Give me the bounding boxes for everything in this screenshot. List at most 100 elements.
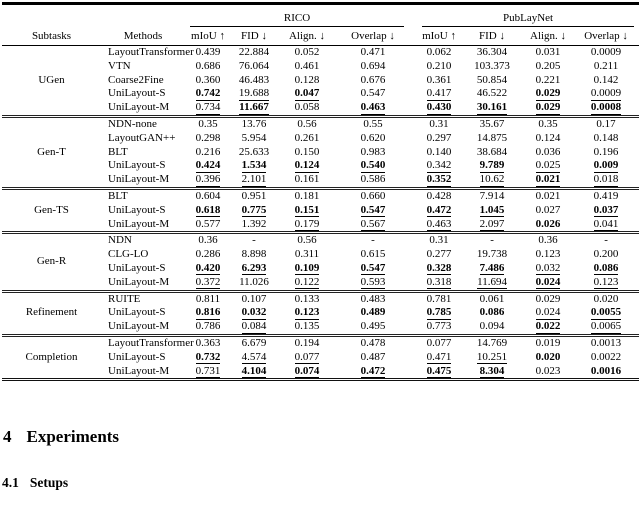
metric-value-cell: 0.124 bbox=[294, 159, 320, 173]
column-gap bbox=[409, 365, 417, 380]
metric-value-cell: 0.676 bbox=[360, 73, 386, 86]
metric-value-cell: 0.419 bbox=[573, 186, 640, 204]
table-row: UniLayout-M 0.396 2.101 0.161 0.586 0.352 10.6… bbox=[2, 173, 639, 188]
metric-value-cell: 0.133 bbox=[277, 289, 337, 307]
metric-value-cell: 0.428 bbox=[417, 186, 462, 204]
metric-value-cell: 0.086 bbox=[593, 261, 619, 276]
metric-value-cell: 0.472 bbox=[426, 203, 452, 218]
metric-value-cell: 0.150 bbox=[294, 145, 320, 158]
metric-value-cell: 4.104 bbox=[241, 364, 267, 379]
method-cell: UniLayout-M bbox=[108, 275, 170, 288]
column-gap bbox=[409, 333, 418, 351]
metric-value-cell: 11.667 bbox=[239, 101, 269, 115]
metric-value-cell: 0.475 bbox=[426, 364, 452, 379]
table-row: UniLayout-M 0.731 4.104 0.074 0.472 0.475 8.30… bbox=[2, 364, 639, 380]
metric-value-cell: 0.094 bbox=[479, 320, 505, 333]
metric-value-cell: 14.875 bbox=[476, 131, 508, 144]
metric-value-cell: 0.148 bbox=[593, 131, 619, 144]
method-cell: UniLayout-M bbox=[108, 173, 170, 186]
metric-value-cell: 38.684 bbox=[476, 145, 508, 158]
metric-value-cell: 11.026 bbox=[239, 275, 269, 288]
column-gap bbox=[409, 173, 417, 188]
subtask-cell: Completion bbox=[2, 333, 101, 380]
metric-value-cell: 0.077 bbox=[294, 350, 320, 365]
subtask-cell: Gen-R bbox=[2, 231, 101, 292]
method-cell: NDN-none bbox=[101, 114, 185, 132]
publaynet-group-header: PubLayNet bbox=[417, 4, 639, 27]
metric-value-cell: 0.483 bbox=[337, 289, 410, 307]
rico-group-header: RICO bbox=[185, 4, 409, 27]
subtask-cell: UGen bbox=[38, 73, 65, 86]
metric-value-cell: 0.732 bbox=[195, 350, 221, 365]
metric-value-cell: 0.074 bbox=[294, 364, 320, 379]
metric-value-cell: 0.618 bbox=[195, 203, 221, 218]
metric-value-cell: 0.31 bbox=[417, 231, 462, 249]
metric-value-cell: 0.396 bbox=[195, 173, 221, 187]
table-row: UniLayout-M 0.577 1.392 0.179 0.567 0.463 2.09… bbox=[2, 217, 639, 233]
method-cell: RUITE bbox=[101, 289, 185, 307]
method-cell: LayoutTransformer bbox=[108, 46, 194, 58]
publaynet-fid-header: FID ↓ bbox=[461, 27, 524, 46]
column-gap bbox=[409, 276, 417, 291]
metric-value-cell: 0.471 bbox=[360, 46, 386, 58]
metric-value-cell: 0.0009 bbox=[590, 87, 622, 101]
metric-value-cell: 0.360 bbox=[195, 73, 221, 86]
metric-value-cell: 46.483 bbox=[238, 73, 270, 86]
metric-value-cell: 0.018 bbox=[593, 173, 619, 187]
metric-value-cell: 0.567 bbox=[360, 217, 386, 232]
method-cell: UniLayout-S bbox=[108, 203, 166, 216]
method-cell: UniLayout-M bbox=[108, 364, 170, 377]
method-cell: LayoutGAN++ bbox=[108, 131, 176, 144]
metric-value-cell: 0.0008 bbox=[590, 101, 622, 115]
table-row: BLT 0.216 25.633 0.150 0.983 0.140 38.684 0.036… bbox=[2, 146, 639, 160]
metric-value-cell: 0.540 bbox=[360, 159, 386, 173]
section-title: Experiments bbox=[26, 427, 120, 447]
method-cell: VTN bbox=[108, 59, 131, 72]
table-row: UniLayout-S 0.618 0.775 0.151 0.547 0.472 1.04… bbox=[2, 203, 639, 218]
metric-value-cell: 0.142 bbox=[593, 73, 619, 86]
method-cell: UniLayout-S bbox=[108, 261, 166, 274]
column-gap bbox=[409, 306, 417, 320]
metric-value-cell: 0.161 bbox=[294, 173, 320, 186]
metric-value-cell: 0.773 bbox=[426, 320, 452, 333]
subsection-heading: 4.1 Setups bbox=[2, 475, 640, 491]
metric-value-cell: 0.211 bbox=[593, 59, 619, 72]
metric-value-cell: 0.052 bbox=[294, 46, 320, 58]
metric-value-cell: 0.489 bbox=[360, 306, 386, 319]
metric-value-cell: 0.983 bbox=[360, 145, 386, 158]
results-table: RICO PubLayNet Subtasks Methods mIoU ↑ F… bbox=[2, 2, 640, 382]
metric-value-cell: 0.029 bbox=[535, 87, 561, 101]
metric-value-cell: 0.56 bbox=[277, 114, 337, 132]
metric-value-cell: - bbox=[337, 231, 410, 249]
column-gap bbox=[409, 248, 417, 262]
column-header-row: Subtasks Methods mIoU ↑ FID ↓ Align. ↓ O… bbox=[2, 27, 640, 46]
metric-value-cell: 0.077 bbox=[417, 333, 462, 351]
metric-value-cell: 30.161 bbox=[476, 101, 508, 115]
metric-value-cell: 2.101 bbox=[241, 173, 267, 187]
metric-value-cell: 0.660 bbox=[337, 186, 410, 204]
metric-value-cell: 0.298 bbox=[195, 131, 221, 144]
metric-value-cell: 0.786 bbox=[195, 320, 221, 333]
table-row: UniLayout-S 0.732 4.574 0.077 0.487 0.471 10.2… bbox=[2, 350, 639, 365]
metric-value-cell: 0.472 bbox=[360, 364, 386, 379]
metric-value-cell: 0.775 bbox=[241, 203, 267, 218]
metric-value-cell: 7.914 bbox=[461, 186, 524, 204]
metric-value-cell: 0.109 bbox=[294, 261, 320, 276]
metric-value-cell: 0.124 bbox=[535, 131, 561, 144]
metric-value-cell: 0.439 bbox=[195, 46, 221, 58]
metric-value-cell: 8.898 bbox=[241, 248, 267, 261]
publaynet-group-label: PubLayNet bbox=[422, 12, 635, 27]
metric-value-cell: 0.221 bbox=[535, 73, 561, 86]
metric-value-cell: 0.021 bbox=[535, 173, 561, 187]
metric-value-cell: 11.694 bbox=[477, 275, 507, 290]
table-row: Gen-T NDN-none 0.35 13.76 0.56 0.55 0.31 35.67 0… bbox=[2, 114, 640, 189]
metric-value-cell: 76.064 bbox=[238, 59, 270, 72]
column-gap bbox=[409, 132, 417, 146]
metric-value-cell: 0.037 bbox=[593, 203, 619, 218]
metric-value-cell: 0.487 bbox=[360, 350, 386, 363]
metric-value-cell: 0.0065 bbox=[590, 320, 622, 334]
metric-value-cell: 0.135 bbox=[294, 320, 320, 333]
metric-value-cell: 0.604 bbox=[185, 186, 231, 204]
metric-value-cell: 0.128 bbox=[294, 73, 320, 86]
method-cell: BLT bbox=[108, 145, 128, 158]
